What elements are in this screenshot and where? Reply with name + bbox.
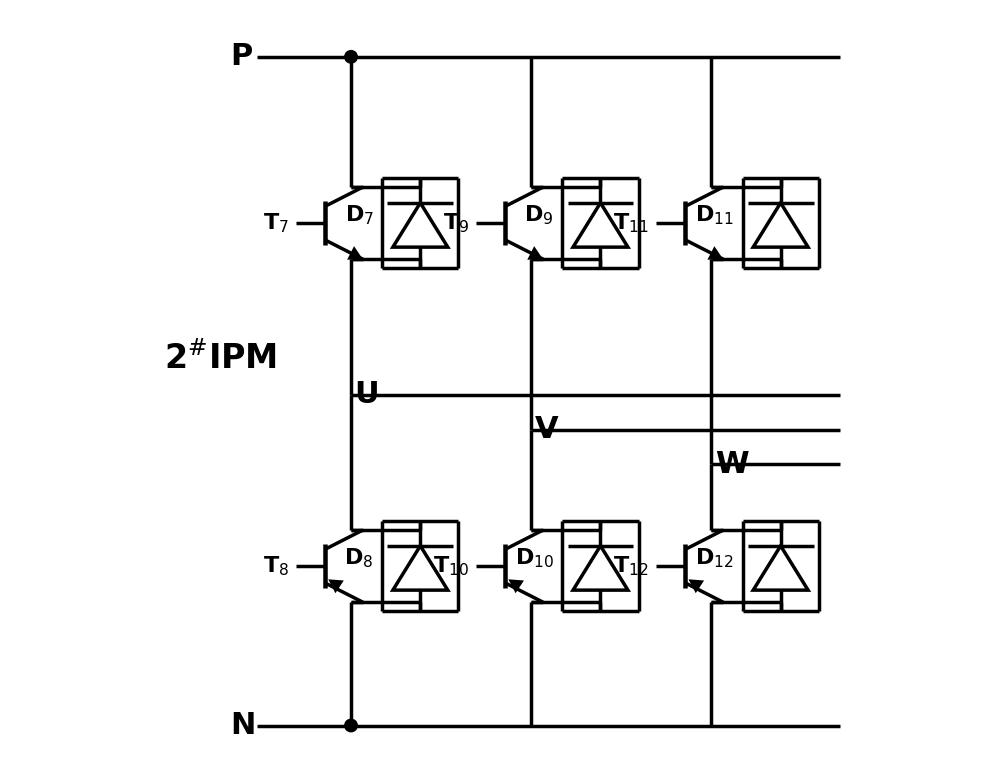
Polygon shape — [347, 246, 363, 260]
Polygon shape — [527, 246, 543, 260]
Text: T$_{10}$: T$_{10}$ — [433, 555, 469, 578]
Text: D$_9$: D$_9$ — [524, 203, 554, 226]
Polygon shape — [573, 545, 628, 590]
Text: D$_{12}$: D$_{12}$ — [695, 546, 734, 570]
Polygon shape — [688, 579, 704, 593]
Polygon shape — [753, 545, 808, 590]
Text: D$_8$: D$_8$ — [344, 546, 374, 570]
Polygon shape — [328, 579, 344, 593]
Polygon shape — [573, 203, 628, 247]
Text: V: V — [535, 415, 558, 444]
Polygon shape — [707, 246, 723, 260]
Text: P: P — [230, 42, 252, 71]
Text: T$_9$: T$_9$ — [443, 211, 469, 235]
Circle shape — [345, 719, 357, 732]
Polygon shape — [393, 203, 448, 247]
Text: N: N — [230, 711, 255, 740]
Text: D$_7$: D$_7$ — [345, 203, 374, 226]
Text: T$_7$: T$_7$ — [263, 211, 289, 235]
Text: T$_8$: T$_8$ — [263, 555, 289, 578]
Polygon shape — [393, 545, 448, 590]
Text: D$_{11}$: D$_{11}$ — [695, 203, 734, 226]
Text: W: W — [715, 450, 748, 479]
Text: U: U — [354, 380, 379, 409]
Text: 2$^{\#}$IPM: 2$^{\#}$IPM — [164, 341, 277, 376]
Polygon shape — [753, 203, 808, 247]
Polygon shape — [508, 579, 524, 593]
Text: T$_{11}$: T$_{11}$ — [613, 211, 649, 235]
Circle shape — [345, 50, 357, 63]
Text: D$_{10}$: D$_{10}$ — [515, 546, 554, 570]
Text: T$_{12}$: T$_{12}$ — [613, 555, 649, 578]
